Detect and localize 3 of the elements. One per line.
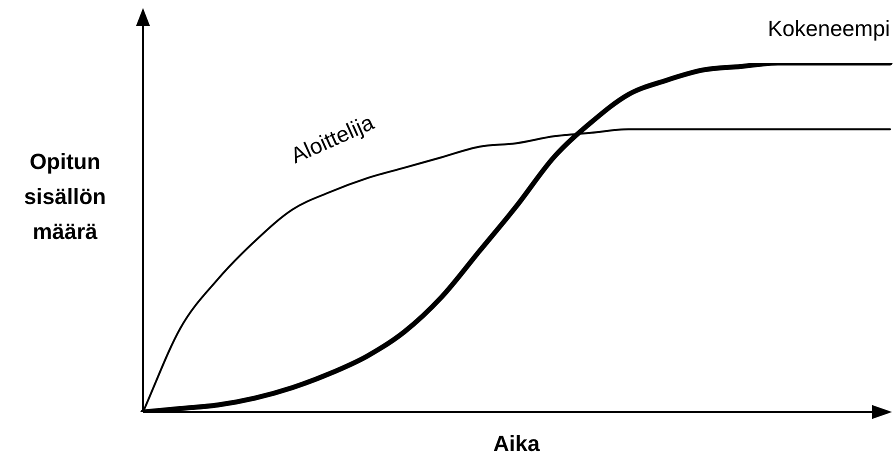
- x-axis-title: Aika: [493, 431, 540, 456]
- series-label: Kokeneempi: [768, 16, 890, 42]
- y-axis-title: Opitun sisällön määrä: [24, 149, 106, 244]
